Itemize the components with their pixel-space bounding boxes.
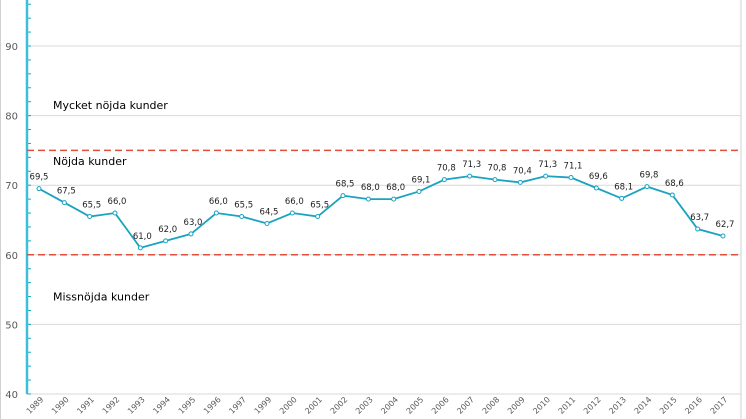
x-tick-label: 2002 <box>329 395 350 416</box>
data-label: 71,3 <box>538 160 557 170</box>
data-point <box>340 193 346 199</box>
data-point <box>315 214 321 220</box>
x-tick-label: 2009 <box>506 395 527 416</box>
data-label: 67,5 <box>57 187 76 197</box>
data-point <box>517 179 523 185</box>
x-tick-label: 2005 <box>405 395 426 416</box>
y-tick-label: 80 <box>5 112 18 123</box>
data-label: 62,0 <box>158 225 177 235</box>
data-point <box>61 200 67 206</box>
x-tick-label: 1989 <box>25 395 46 416</box>
x-tick-label: 1993 <box>126 395 147 416</box>
zone-label: Mycket nöjda kunder <box>53 99 168 112</box>
y-tick-label: 50 <box>5 320 18 331</box>
data-point <box>695 226 701 232</box>
data-point <box>467 173 473 179</box>
data-label: 68,5 <box>336 180 355 190</box>
y-tick-label: 90 <box>5 42 18 53</box>
data-label: 66,0 <box>285 197 304 207</box>
y-tick-label: 60 <box>5 251 18 262</box>
data-point <box>619 195 625 201</box>
y-tick-label: 70 <box>5 181 18 192</box>
series-line <box>38 175 724 249</box>
x-tick-label: 2011 <box>557 395 578 416</box>
x-tick-label: 2014 <box>633 395 654 416</box>
data-label: 68,0 <box>361 183 380 193</box>
x-tick-label: 1992 <box>101 395 122 416</box>
x-tick-label: 2001 <box>303 395 324 416</box>
x-tick-label: 2012 <box>582 395 603 416</box>
data-label: 68,0 <box>386 183 405 193</box>
x-tick-label: 1994 <box>151 395 172 416</box>
data-label: 68,1 <box>614 182 633 192</box>
data-point <box>137 245 143 251</box>
x-tick-label: 2008 <box>481 395 502 416</box>
data-label: 66,0 <box>209 197 228 207</box>
data-label: 62,7 <box>716 220 735 230</box>
data-point <box>416 188 422 194</box>
data-point <box>441 177 447 183</box>
x-tick-label: 2016 <box>683 395 704 416</box>
x-tick-label: 2003 <box>354 395 375 416</box>
x-tick-label: 2004 <box>379 395 400 416</box>
data-label: 69,5 <box>30 173 49 183</box>
data-point <box>543 173 549 179</box>
data-point <box>213 210 219 216</box>
data-point <box>188 231 194 237</box>
data-label: 65,5 <box>234 201 253 211</box>
x-tick-label: 1990 <box>50 395 71 416</box>
data-point <box>593 185 599 191</box>
x-tick-label: 1996 <box>202 395 223 416</box>
data-point <box>289 210 295 216</box>
data-label: 66,0 <box>108 197 127 207</box>
data-label: 65,5 <box>82 201 101 211</box>
x-tick-label: 2013 <box>607 395 628 416</box>
data-point <box>365 196 371 202</box>
x-tick-label: 1995 <box>177 395 198 416</box>
x-tick-label: 2017 <box>709 395 730 416</box>
data-point <box>163 238 169 244</box>
x-tick-label: 2000 <box>278 395 299 416</box>
data-point <box>87 214 93 220</box>
data-label: 71,1 <box>564 162 583 172</box>
x-tick-label: 1997 <box>227 395 248 416</box>
data-point <box>720 233 726 239</box>
data-point <box>669 192 675 198</box>
data-label: 70,8 <box>437 164 456 174</box>
y-tick-label: 40 <box>5 390 18 401</box>
data-label: 63,7 <box>690 213 709 223</box>
x-tick-label: 2007 <box>455 395 476 416</box>
zone-label: Nöjda kunder <box>53 155 127 168</box>
data-point <box>391 196 397 202</box>
data-label: 70,8 <box>488 164 507 174</box>
data-label: 63,0 <box>184 218 203 228</box>
data-label: 70,4 <box>513 166 532 176</box>
data-label: 68,6 <box>665 179 684 189</box>
data-label: 61,0 <box>133 232 152 242</box>
data-label: 65,5 <box>310 201 329 211</box>
data-point <box>264 220 270 226</box>
data-point <box>644 184 650 190</box>
zone-label: Missnöjda kunder <box>53 291 150 304</box>
data-point <box>36 186 42 192</box>
data-label: 69,8 <box>640 171 659 181</box>
data-label: 64,5 <box>260 207 279 217</box>
data-point <box>492 177 498 183</box>
data-point <box>239 214 245 220</box>
data-label: 69,6 <box>589 172 608 182</box>
data-label: 71,3 <box>462 160 481 170</box>
x-tick-label: 2010 <box>531 395 552 416</box>
data-label: 69,1 <box>412 175 431 185</box>
data-point <box>112 210 118 216</box>
x-tick-label: 2015 <box>658 395 679 416</box>
x-tick-label: 1991 <box>75 395 96 416</box>
x-tick-label: 2006 <box>430 395 451 416</box>
data-point <box>568 175 574 181</box>
x-tick-label: 1999 <box>253 395 274 416</box>
